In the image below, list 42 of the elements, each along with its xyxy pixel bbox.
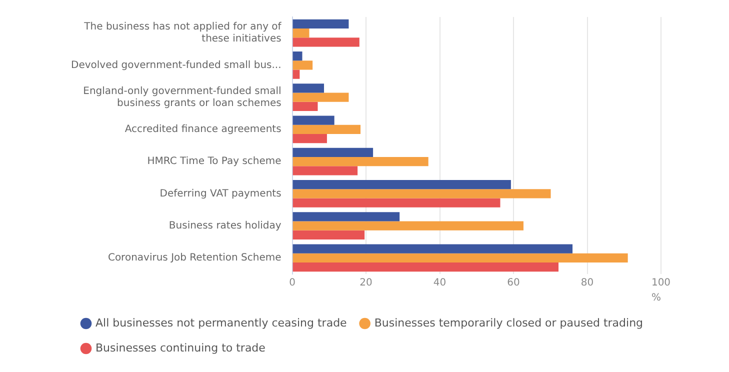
bar (292, 124, 361, 134)
x-tick-label: 60 (507, 278, 520, 289)
bar (292, 157, 428, 166)
bar (292, 244, 573, 254)
bar (292, 189, 551, 198)
bar (292, 148, 374, 158)
legend-label: All businesses not permanently ceasing trade (96, 316, 348, 330)
x-tick-label: 40 (433, 278, 446, 289)
bar (292, 84, 324, 93)
bar (292, 253, 628, 262)
y-tick-label: England-only government-funded small business grants or loan schemes (83, 86, 282, 109)
x-tick-label: 80 (580, 278, 594, 289)
x-axis-title: % (651, 292, 661, 304)
bar (292, 180, 511, 190)
legend-label: Businesses temporarily closed or paused trading (374, 316, 644, 330)
bar (292, 70, 300, 79)
x-tick-label: 100 (651, 278, 671, 289)
x-tick-label: 20 (360, 278, 372, 289)
bar (292, 212, 400, 222)
bar (292, 198, 500, 208)
y-tick-label: Deferring VAT payments (160, 188, 282, 200)
y-tick-label: Accredited finance agreements (124, 124, 282, 136)
bar (292, 28, 310, 38)
x-tick-label: 0 (289, 278, 296, 289)
bar (292, 116, 334, 125)
y-tick-label: Devolved government-funded small bus... (70, 60, 282, 71)
y-tick-label: HMRC Time To Pay scheme (147, 156, 282, 168)
bar (292, 92, 349, 102)
bar (292, 38, 360, 47)
bar (292, 52, 302, 61)
y-tick-label: Business rates holiday (168, 220, 282, 232)
y-tick-label: Coronavirus Job Retention Scheme (108, 252, 282, 264)
y-tick-label: The business has not applied for any of these initiatives (83, 22, 282, 45)
bar (292, 230, 365, 240)
bar (292, 221, 524, 230)
bar (292, 166, 358, 176)
bar (292, 102, 318, 111)
legend-label: Businesses continuing to trade (96, 341, 266, 354)
bar (292, 134, 327, 144)
bar (292, 60, 313, 70)
bar (292, 19, 349, 29)
bar (292, 262, 558, 272)
